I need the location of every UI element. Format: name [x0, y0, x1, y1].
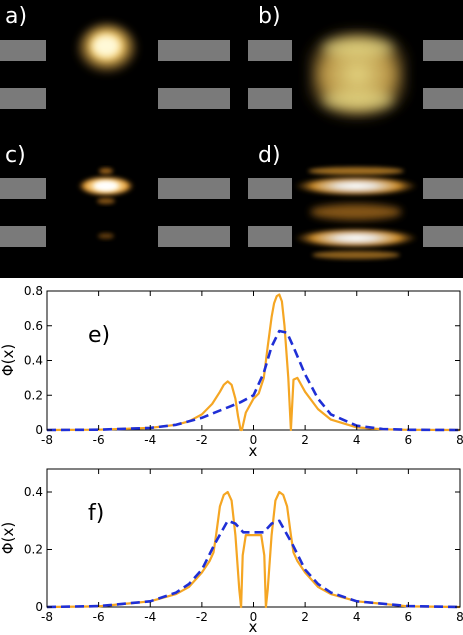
x-axis-label: x: [249, 442, 258, 460]
barrier-bar: [0, 88, 46, 109]
x-tick-label: 6: [405, 433, 413, 447]
x-tick-label: -4: [144, 433, 156, 447]
panel-d: d): [248, 143, 463, 259]
panel-a: a): [0, 4, 230, 109]
x-tick-label: 2: [301, 433, 309, 447]
density-band: [294, 228, 418, 248]
barrier-bar: [158, 226, 230, 247]
panel-label-a: a): [5, 4, 27, 29]
barrier-bar: [248, 178, 292, 199]
x-tick-label: -2: [196, 610, 208, 624]
x-tick-label: 4: [353, 610, 361, 624]
x-tick-label: 8: [456, 433, 463, 447]
barrier-bar: [248, 88, 292, 109]
solid-series-line: [46, 490, 461, 609]
x-tick-label: -6: [93, 433, 105, 447]
solid-series-line: [46, 293, 461, 432]
x-tick-label: -2: [196, 433, 208, 447]
x-tick-label: 6: [405, 610, 413, 624]
chart-e: -8 -6 -4 -2 0 2 4 6 8 0 0.2 0.4 0.6 0.8 e) x Φ(x): [0, 284, 463, 460]
barrier-bar: [158, 88, 230, 109]
density-side-lobe: [99, 168, 113, 174]
y-tick-label: 0.4: [24, 354, 43, 368]
density-lobe: [322, 90, 394, 110]
density-core: [93, 36, 119, 56]
y-tick-label: 0.2: [24, 388, 43, 402]
plot-area: [46, 290, 461, 431]
plot-area: [46, 468, 461, 608]
y-tick-label: 0: [35, 423, 43, 437]
x-tick-label: 0: [250, 610, 258, 624]
density-band: [308, 167, 404, 175]
panel-c: c): [0, 143, 230, 247]
y-axis-label: Φ(x): [0, 344, 17, 376]
panel-label-f: f): [88, 501, 104, 526]
panel-label-d: d): [258, 143, 281, 168]
panel-b: b): [248, 4, 463, 119]
x-tick-label: -6: [93, 610, 105, 624]
density-lobe: [322, 38, 394, 58]
x-tick-label: 8: [456, 610, 463, 624]
barrier-bar: [0, 178, 46, 199]
y-tick-label: 0.8: [24, 284, 43, 298]
barrier-bar: [423, 226, 463, 247]
x-tick-label: -8: [41, 433, 53, 447]
y-axis-label: Φ(x): [0, 522, 17, 554]
barrier-bar: [0, 40, 46, 61]
chart-f: -8 -6 -4 -2 0 2 4 6 8 0 0.2 0.4 f) x Φ(x): [0, 468, 463, 635]
image-panel-group: a) b) c): [0, 0, 463, 278]
density-side-lobe: [97, 198, 115, 204]
density-core: [94, 182, 118, 190]
barrier-bar: [248, 40, 292, 61]
panel-label-b: b): [258, 4, 281, 29]
x-tick-label: 2: [301, 610, 309, 624]
y-tick-label: 0.6: [24, 319, 43, 333]
barrier-bar: [0, 226, 46, 247]
x-tick-label: 4: [353, 433, 361, 447]
x-tick-label: -4: [144, 610, 156, 624]
panel-label-e: e): [88, 323, 110, 348]
density-side-lobe: [98, 233, 114, 239]
barrier-bar: [423, 178, 463, 199]
barrier-bar: [158, 40, 230, 61]
y-tick-label: 0: [35, 600, 43, 614]
tick-layer: -8 -6 -4 -2 0 2 4 6 8 0 0.2 0.4 0.6 0.8: [24, 284, 463, 447]
y-tick-label: 0.4: [24, 485, 43, 499]
dashed-series-line: [46, 519, 461, 609]
barrier-bar: [423, 88, 463, 109]
density-band: [312, 251, 400, 259]
x-axis-label: x: [249, 618, 258, 635]
x-tick-label: 0: [250, 433, 258, 447]
barrier-bar: [423, 40, 463, 61]
density-band: [294, 176, 418, 196]
series-layer: [46, 293, 461, 432]
barrier-bar: [158, 178, 230, 199]
density-band: [310, 204, 402, 220]
x-tick-label: -8: [41, 610, 53, 624]
series-layer: [46, 490, 461, 609]
barrier-bar: [248, 226, 292, 247]
tick-layer: -8 -6 -4 -2 0 2 4 6 8 0 0.2 0.4: [24, 469, 463, 624]
y-tick-label: 0.2: [24, 543, 43, 557]
panel-label-c: c): [5, 143, 26, 168]
